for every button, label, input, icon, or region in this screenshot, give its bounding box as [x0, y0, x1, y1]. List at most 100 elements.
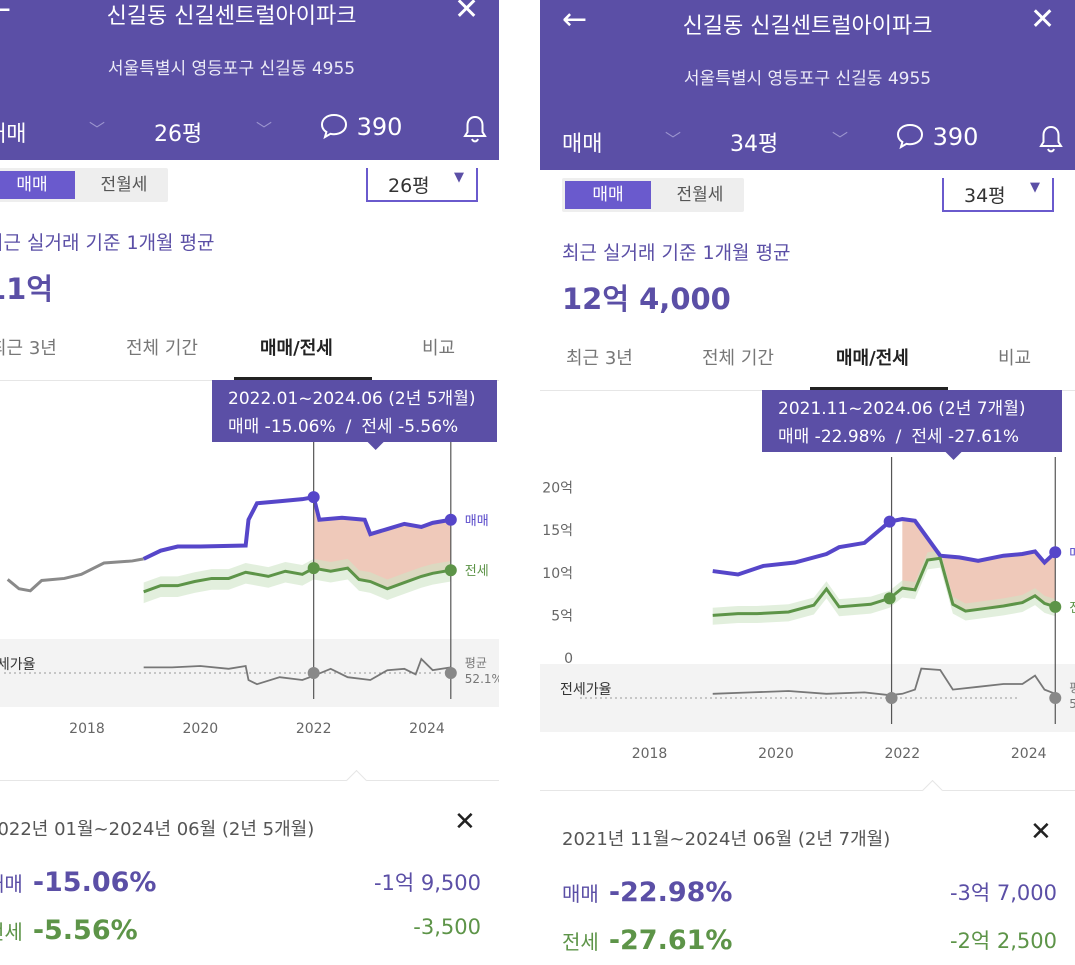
detail-rent-row: 전세 -27.61%	[562, 925, 732, 956]
rent-point	[307, 562, 320, 575]
panel-26: ← 신길동 신길센트럴아이파크 ✕ 서울특별시 영등포구 신길동 4955 매매…	[0, 0, 500, 965]
ratio-point	[1049, 692, 1062, 704]
tab-compare[interactable]: 비교	[422, 338, 456, 359]
detail-sale-pct: -22.98%	[608, 877, 733, 908]
tab-sale-rent[interactable]: 매매/전세	[260, 338, 333, 359]
period-tabs: 최근 3년 전체 기간 매매/전세 비교	[0, 320, 499, 381]
detail-rent-pct: -27.61%	[608, 925, 733, 956]
avg-value: 52.1%	[465, 672, 499, 686]
chevron-down-icon[interactable]: ﹀	[832, 130, 849, 149]
close-icon[interactable]: ✕	[454, 807, 476, 837]
detail-sale-amount: -1억 9,500	[373, 871, 481, 895]
ratio-line	[712, 667, 1056, 697]
close-icon[interactable]: ✕	[454, 0, 480, 27]
size-dropdown[interactable]: 34평	[730, 132, 779, 157]
rent-line	[712, 556, 1056, 617]
chevron-down-icon[interactable]: ﹀	[89, 120, 106, 139]
segment-sale[interactable]: 매매	[565, 181, 651, 209]
trade-type-dropdown[interactable]: 매매	[0, 122, 27, 147]
x-tick-label: 2024	[409, 721, 445, 737]
caret-down-icon: ▼	[1030, 180, 1040, 195]
rent-series-label: 전세	[1069, 601, 1075, 616]
back-arrow-icon[interactable]: ←	[0, 0, 11, 27]
range-detail: 2022년 01월~2024년 06월 (2년 5개월) ✕ 매매 -15.06%…	[0, 769, 499, 956]
back-arrow-icon[interactable]: ←	[562, 2, 588, 37]
tooltip-range: 2021.11~2024.06 (2년 7개월)	[778, 399, 1025, 419]
x-tick-label: 2020	[758, 746, 794, 762]
sale-point	[883, 515, 896, 528]
bell-icon[interactable]	[1038, 124, 1064, 160]
tab-recent-3y[interactable]: 최근 3년	[0, 338, 57, 359]
rent-range-band	[712, 550, 1056, 625]
address-text: 서울특별시 영등포구 신길동 4955	[107, 59, 356, 79]
tooltip-range: 2022.01~2024.06 (2년 5개월)	[228, 389, 475, 409]
tooltip-box	[212, 380, 497, 442]
comment-button[interactable]: 390	[319, 112, 402, 141]
size-dropdown[interactable]: 26평	[154, 122, 203, 147]
ratio-point	[307, 667, 320, 679]
app-header: ← 신길동 신길센트럴아이파크 ✕ 서울특별시 영등포구 신길동 4955 매매…	[0, 0, 499, 160]
y-tick-label: 20억	[542, 481, 573, 497]
size-select-value: 34평	[964, 185, 1006, 207]
active-tab-indicator	[234, 377, 372, 380]
avg-price: 12억 4,000	[562, 282, 731, 316]
rent-point	[444, 564, 457, 577]
comment-button[interactable]: 390	[895, 122, 978, 151]
caret-down-icon: ▼	[454, 170, 464, 185]
tooltip-rent: 전세 -5.56%	[361, 417, 458, 437]
trade-segment: 매매 전월세	[0, 168, 168, 202]
rent-line	[143, 566, 452, 594]
chevron-down-icon[interactable]: ﹀	[256, 120, 273, 139]
sale-series-label: 매매	[465, 514, 489, 529]
size-select[interactable]: 26평 ▼	[366, 168, 478, 202]
comment-icon	[896, 123, 924, 150]
detail-rent-label: 전세	[0, 920, 23, 944]
segment-rent[interactable]: 전월세	[676, 185, 724, 205]
active-tab-indicator	[810, 387, 948, 390]
tab-sale-rent[interactable]: 매매/전세	[836, 348, 909, 369]
bell-icon[interactable]	[462, 114, 488, 150]
close-icon[interactable]: ✕	[1030, 817, 1052, 847]
segment-rent[interactable]: 전월세	[100, 175, 148, 195]
detail-rent-row: 전세 -5.56%	[0, 915, 138, 946]
trade-segment: 매매 전월세	[562, 178, 744, 212]
address-text: 서울특별시 영등포구 신길동 4955	[683, 69, 932, 89]
sale-line-early	[6, 557, 144, 593]
tooltip-values: 매매 -22.98% / 전세 -27.61%	[778, 427, 1019, 447]
page-title: 신길동 신길센트럴아이파크	[682, 14, 933, 39]
detail-sale-row: 매매 -15.06%	[0, 867, 156, 898]
tooltip-sale: 매매 -15.06%	[228, 417, 336, 437]
chevron-down-icon[interactable]: ﹀	[665, 130, 682, 149]
trade-type-dropdown[interactable]: 매매	[562, 132, 603, 157]
avg-value: 50.2%	[1069, 697, 1075, 711]
x-tick-label: 2018	[69, 721, 105, 737]
detail-range: 2022년 01월~2024년 06월 (2년 5개월)	[0, 819, 315, 840]
tab-compare[interactable]: 비교	[998, 348, 1032, 369]
rent-series-label: 전세	[465, 564, 489, 579]
x-tick-label: 2022	[296, 721, 332, 737]
rent-range-band	[143, 558, 451, 604]
size-select[interactable]: 34평 ▼	[942, 178, 1054, 212]
tab-all-period[interactable]: 전체 기간	[126, 338, 198, 359]
sale-series-label: 매매	[1069, 546, 1075, 561]
segment-sale[interactable]: 매매	[0, 171, 75, 199]
tab-recent-3y[interactable]: 최근 3년	[566, 348, 633, 369]
close-icon[interactable]: ✕	[1030, 2, 1056, 37]
x-tick-label: 2024	[1011, 746, 1047, 762]
sale-point	[1049, 546, 1062, 559]
sale-line	[712, 517, 1057, 577]
app-header: ← 신길동 신길센트럴아이파크 ✕ 서울특별시 영등포구 신길동 4955 매매…	[540, 0, 1075, 170]
tab-all-period[interactable]: 전체 기간	[702, 348, 774, 369]
tooltip-pointer	[367, 442, 384, 450]
x-tick-label: 2018	[632, 746, 668, 762]
x-tick-label: 2022	[884, 746, 920, 762]
detail-sale-pct: -15.06%	[32, 867, 157, 898]
comment-count: 390	[356, 113, 403, 141]
tooltip-separator: /	[346, 417, 352, 437]
y-tick-label: 0	[564, 651, 573, 667]
price-chart[interactable]: 05억10억15억전세가율2018202020222024매매전세평균52.1%…	[0, 380, 499, 780]
detail-sale-label: 매매	[0, 872, 23, 896]
ratio-label: 전세가율	[560, 682, 612, 698]
tooltip-pointer	[945, 452, 962, 460]
